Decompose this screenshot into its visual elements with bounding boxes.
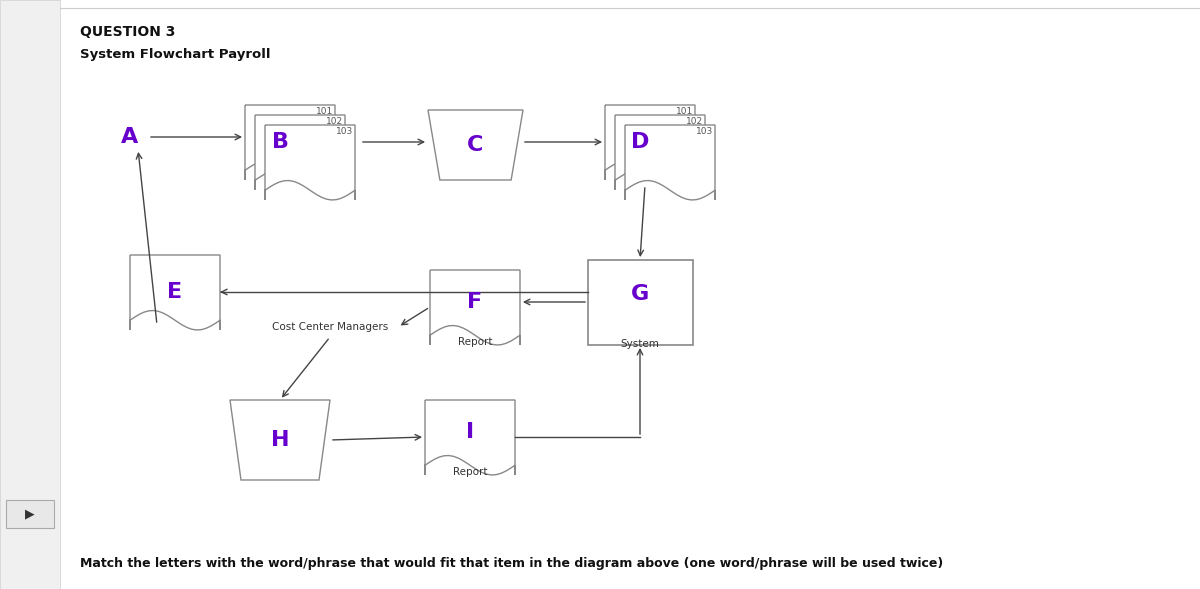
PathPatch shape bbox=[245, 105, 335, 180]
PathPatch shape bbox=[130, 255, 220, 330]
Text: H: H bbox=[271, 430, 289, 450]
Text: Cost Center Managers: Cost Center Managers bbox=[272, 322, 388, 332]
Text: QUESTION 3: QUESTION 3 bbox=[80, 25, 175, 39]
PathPatch shape bbox=[256, 115, 346, 190]
Text: 103: 103 bbox=[336, 127, 353, 136]
Bar bbox=[6, 500, 54, 528]
Text: 102: 102 bbox=[686, 117, 703, 126]
Bar bbox=[588, 260, 694, 345]
Text: ▶: ▶ bbox=[25, 508, 35, 521]
PathPatch shape bbox=[605, 105, 695, 180]
Text: System Flowchart Payroll: System Flowchart Payroll bbox=[80, 48, 270, 61]
Text: 103: 103 bbox=[696, 127, 713, 136]
Polygon shape bbox=[230, 400, 330, 480]
Polygon shape bbox=[428, 110, 523, 180]
Text: F: F bbox=[468, 292, 482, 312]
Text: Report: Report bbox=[452, 467, 487, 477]
Text: System: System bbox=[620, 339, 660, 349]
PathPatch shape bbox=[430, 270, 520, 345]
Text: 101: 101 bbox=[316, 107, 334, 116]
Text: Report: Report bbox=[457, 337, 492, 347]
Text: C: C bbox=[467, 135, 484, 155]
Text: I: I bbox=[466, 422, 474, 442]
Text: D: D bbox=[631, 132, 649, 152]
PathPatch shape bbox=[265, 125, 355, 200]
Bar bbox=[0, 0, 60, 589]
PathPatch shape bbox=[425, 400, 515, 475]
Text: E: E bbox=[168, 282, 182, 302]
Text: G: G bbox=[631, 284, 649, 304]
PathPatch shape bbox=[616, 115, 706, 190]
Text: Match the letters with the word/phrase that would fit that item in the diagram a: Match the letters with the word/phrase t… bbox=[80, 557, 943, 570]
Text: B: B bbox=[271, 132, 288, 152]
PathPatch shape bbox=[625, 125, 715, 200]
Text: 102: 102 bbox=[326, 117, 343, 126]
Text: A: A bbox=[121, 127, 139, 147]
Text: 101: 101 bbox=[676, 107, 694, 116]
